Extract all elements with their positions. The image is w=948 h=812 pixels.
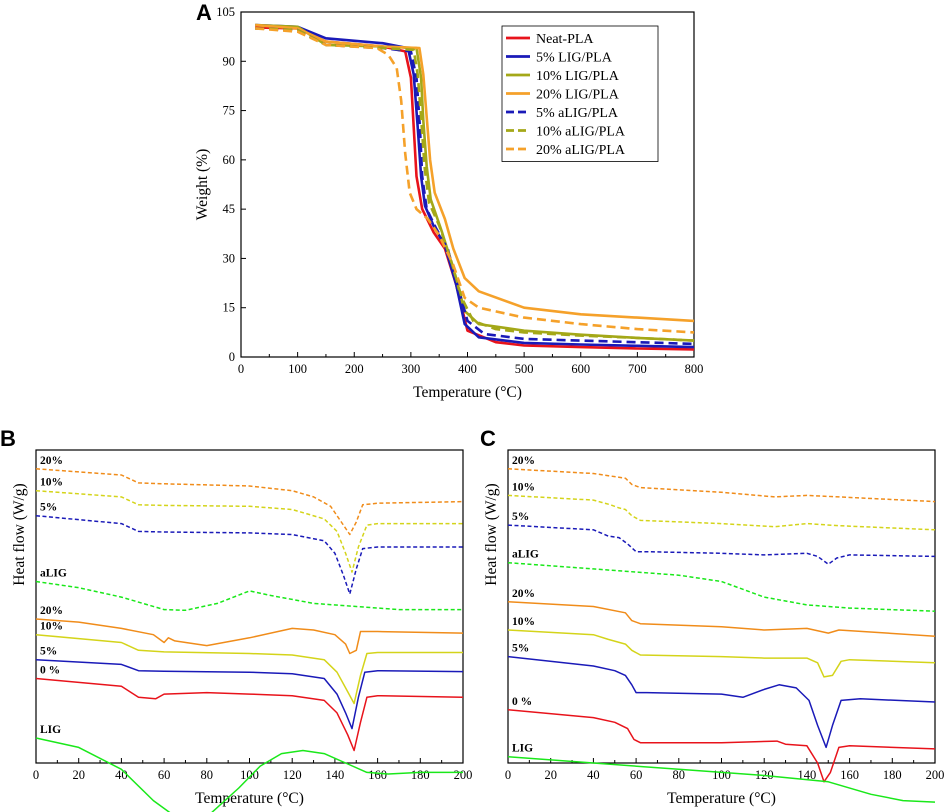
series-line	[35, 580, 463, 612]
panel-label-a: A	[196, 0, 212, 25]
curve-label: 0 %	[512, 696, 532, 708]
x-tick-label: 180	[411, 768, 430, 782]
curve-label: 20%	[512, 455, 535, 467]
x-axis-title: Temperature (°C)	[667, 790, 776, 807]
x-tick-label: 400	[458, 362, 477, 376]
panel-label-b: B	[0, 426, 16, 451]
x-tick-label: 0	[505, 768, 511, 782]
series-line	[507, 755, 936, 803]
x-tick-label: 200	[926, 768, 945, 782]
panel-label-c: C	[480, 426, 496, 451]
series-line	[255, 23, 695, 323]
y-tick-label: 75	[223, 104, 236, 118]
curve-label: 10%	[40, 477, 63, 489]
y-tick-label: 0	[229, 350, 235, 364]
series-line	[35, 633, 463, 705]
y-tick-label: 90	[223, 54, 236, 68]
y-tick-label: 15	[223, 301, 236, 315]
x-tick-label: 160	[840, 768, 859, 782]
curve-label: 5%	[40, 646, 57, 658]
series-line	[507, 709, 936, 783]
y-axis-title: Heat flow (W/g)	[483, 483, 500, 585]
x-tick-label: 500	[515, 362, 534, 376]
series-line	[35, 658, 464, 730]
x-tick-label: 800	[685, 362, 704, 376]
x-axis-title: Temperature (°C)	[195, 790, 304, 807]
series-line	[507, 601, 936, 637]
x-tick-label: 40	[587, 768, 600, 782]
series-line	[507, 629, 936, 678]
series-line	[507, 655, 936, 749]
x-tick-label: 160	[368, 768, 387, 782]
x-tick-label: 0	[238, 362, 244, 376]
y-tick-label: 30	[223, 251, 236, 265]
x-tick-label: 120	[283, 768, 302, 782]
x-tick-label: 80	[201, 768, 214, 782]
legend-label: Neat-PLA	[536, 32, 594, 47]
legend-label: 5% aLIG/PLA	[536, 106, 619, 121]
x-tick-label: 20	[72, 768, 85, 782]
curve-label: 20%	[40, 455, 63, 467]
y-axis-title: Weight (%)	[194, 149, 211, 221]
series-line	[35, 618, 464, 655]
x-tick-label: 20	[544, 768, 557, 782]
legend-label: 20% aLIG/PLA	[536, 143, 626, 158]
x-tick-label: 140	[326, 768, 345, 782]
legend-label: 10% LIG/PLA	[536, 69, 620, 84]
series-line	[255, 27, 695, 346]
legend-label: 20% LIG/PLA	[536, 88, 620, 103]
curve-label: aLIG	[40, 567, 67, 579]
series-line	[507, 561, 936, 612]
series-line	[35, 737, 463, 812]
x-tick-label: 100	[712, 768, 731, 782]
curve-label: 0 %	[40, 664, 60, 676]
curve-label: 10%	[40, 621, 63, 633]
x-tick-label: 60	[630, 768, 643, 782]
x-tick-label: 200	[345, 362, 364, 376]
x-tick-label: 200	[454, 768, 473, 782]
curve-label: 5%	[40, 502, 57, 514]
series-line	[507, 494, 936, 531]
curve-label: aLIG	[512, 549, 539, 561]
curve-label: 10%	[512, 616, 535, 628]
x-tick-label: 600	[571, 362, 590, 376]
curve-label: 20%	[512, 588, 535, 600]
series-line	[35, 489, 463, 573]
x-tick-label: 700	[628, 362, 647, 376]
series-line	[35, 468, 464, 536]
x-tick-label: 100	[288, 362, 307, 376]
chart-panel-a: 0 100 200 300 400 500 600 700 800 0 15 30 45 60 75 90 10…	[194, 5, 703, 401]
x-tick-label: 300	[402, 362, 421, 376]
series-line	[255, 27, 695, 342]
x-axis-title: Temperature (°C)	[413, 384, 522, 401]
curve-label: LIG	[512, 743, 533, 755]
curve-label: 5%	[512, 511, 529, 523]
curve-label: 10%	[512, 481, 535, 493]
series-line	[507, 524, 936, 565]
x-tick-label: 80	[673, 768, 686, 782]
series-line	[507, 468, 936, 503]
y-tick-label: 45	[223, 202, 236, 216]
legend-label: 5% LIG/PLA	[536, 51, 613, 66]
series-line	[35, 677, 464, 752]
x-tick-label: 60	[158, 768, 171, 782]
legend-label: 10% aLIG/PLA	[536, 125, 626, 140]
plot-frame	[35, 449, 464, 764]
curve-label: 20%	[40, 605, 63, 617]
x-tick-label: 180	[883, 768, 902, 782]
curve-label: 5%	[512, 643, 529, 655]
y-axis-title: Heat flow (W/g)	[11, 483, 28, 585]
series-line	[35, 514, 463, 595]
x-tick-label: 0	[33, 768, 39, 782]
y-tick-label: 60	[223, 153, 236, 167]
curve-label: LIG	[40, 724, 61, 736]
series-line	[255, 27, 695, 334]
y-tick-label: 105	[216, 5, 235, 19]
